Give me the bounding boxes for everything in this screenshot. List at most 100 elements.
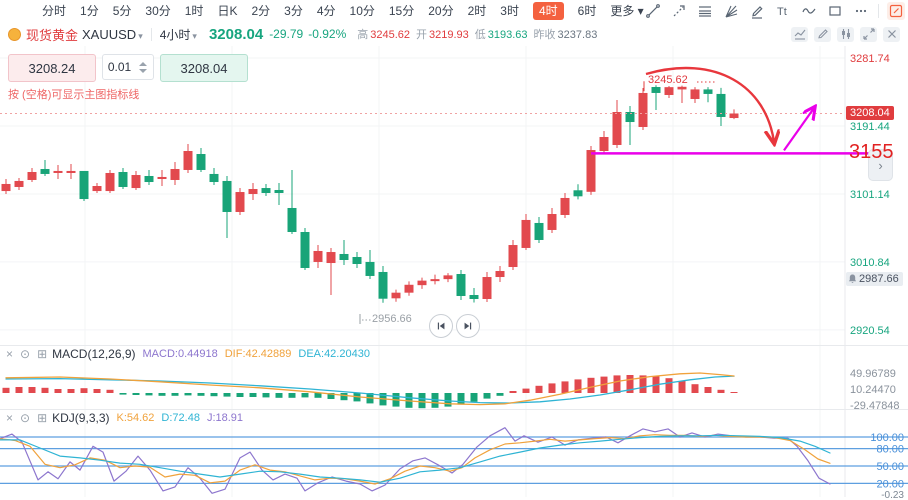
compare-candles-icon[interactable] [837,26,854,42]
gold-coin-icon [8,27,21,41]
add-indicator-icon[interactable]: ⊞ [37,411,48,425]
current-price-badge: 3208.04 [846,106,894,120]
stepper-arrows [136,61,153,73]
macd-header: × ⊙ ⊞ MACD(12,26,9) MACD:0.44918 DIF:42.… [6,347,370,361]
tab-15分[interactable]: 15分 [388,4,415,18]
tab-日K[interactable]: 日K [217,4,238,18]
dif-value: DIF:42.42889 [224,348,292,360]
kdj-title: KDJ(9,3,3) [52,411,110,425]
last-price: 3208.04 [208,25,264,43]
quantity-stepper[interactable]: 0.01 [102,54,154,80]
swing-low-label: 2956.66 [372,313,412,325]
close-icon[interactable]: × [6,347,14,361]
tab-3分[interactable]: 3分 [284,4,303,18]
stat-prev-close: 昨收 3237.83 [533,29,598,41]
macd-value: MACD:0.44918 [142,348,218,360]
price-change-pct: -0.92% [308,27,347,41]
buy-price-button[interactable]: 3208.04 [160,54,248,82]
tab-2分[interactable]: 2分 [251,4,271,18]
svg-text:Tt: Tt [777,6,787,18]
panel-collapse-handle[interactable]: › [868,149,893,181]
skip-start-icon [437,322,445,330]
tab-6时[interactable]: 6时 [577,4,597,18]
tab-20分[interactable]: 20分 [428,4,454,18]
trendline-price-label: 3155 [849,141,894,163]
svg-text:3010.84: 3010.84 [850,257,890,269]
interval-selector[interactable]: 4小时 ▾ [159,27,197,42]
svg-text:-0.23: -0.23 [881,490,904,500]
tab-1时[interactable]: 1时 [184,4,204,18]
macd-title: MACD(12,26,9) [52,347,136,361]
tab-1分[interactable]: 1分 [80,4,99,18]
divider [150,27,152,41]
dea-value: DEA:42.20430 [298,348,370,360]
edit-pencil-icon[interactable] [814,26,831,42]
edit-drawing-icon[interactable] [886,2,905,20]
close-icon[interactable] [883,26,900,42]
tab-5分[interactable]: 5分 [112,4,132,18]
j-value: J:18.91 [206,412,244,424]
wave-icon[interactable] [800,2,818,20]
svg-text:3281.74: 3281.74 [850,53,890,65]
tab-4分[interactable]: 4分 [316,4,336,18]
k-value: K:54.62 [116,412,155,424]
replay-start-button[interactable] [429,314,453,338]
svg-text:-29.47848: -29.47848 [850,400,900,412]
stat-low: 低 3193.63 [474,29,528,41]
tab-4时[interactable]: 4时 [532,2,564,20]
step-up-icon[interactable] [139,61,147,66]
tab-more[interactable]: 更多 ▾ [610,4,644,18]
replay-end-button[interactable] [456,314,480,338]
tab-30分[interactable]: 30分 [145,4,171,18]
brush-icon[interactable] [748,2,766,20]
rectangle-tool-icon[interactable] [826,2,844,20]
svg-text:50.00: 50.00 [876,461,904,473]
bell-icon [848,274,857,284]
svg-text:20.00: 20.00 [876,478,904,490]
sell-price-button[interactable]: 3208.24 [8,54,96,82]
stat-open: 开 3219.93 [416,29,469,41]
chevron-right-icon: › [878,157,883,173]
fullscreen-icon[interactable] [860,26,877,42]
kdj-header: × ⊙ ⊞ KDJ(9,3,3) K:54.62 D:72.48 J:18.91 [6,411,243,425]
add-indicator-icon[interactable]: ⊞ [37,347,48,361]
svg-text:3191.44: 3191.44 [850,121,890,133]
symbol-bar: 现货黄金 XAUUSD ▾ 4小时 ▾ 3208.04 -29.79 -0.92% … [0,22,908,46]
tab-3时[interactable]: 3时 [500,4,519,18]
fib-retracement-icon[interactable] [696,2,714,20]
more-tools-icon[interactable] [852,2,870,20]
d-value: D:72.48 [161,412,200,424]
timeframe-tabs: 分时 1分 5分 30分 1时 日K 2分 3分 4分 10分 15分 20分 2时 3时 4时 6时 更多 ▾ [42,2,644,20]
text-tool-icon[interactable]: Tt [774,2,792,20]
svg-text:10.24470: 10.24470 [850,384,896,396]
timeframe-toolbar: 分时 1分 5分 30分 1时 日K 2分 3分 4分 10分 15分 20分 2时 3时 4时 6时 更多 ▾… [0,0,908,23]
tab-2时[interactable]: 2时 [467,4,487,18]
indicator-style-icon[interactable] [791,26,808,42]
drawing-toolbar: Tt [644,2,908,20]
settings-icon[interactable]: ⊙ [20,411,31,425]
price-alert-badge: 2987.66 [846,272,903,286]
svg-text:100.00: 100.00 [870,432,904,444]
toolbar-divider [877,4,879,18]
chevron-down-icon: ▾ [192,30,197,41]
keyboard-hint: 按 (空格)可显示主图指标线 [8,89,140,101]
svg-text:80.00: 80.00 [876,444,904,456]
trade-panel: 3208.24 0.01 3208.04 [8,54,248,82]
trend-line-icon[interactable] [644,2,662,20]
svg-text:3101.14: 3101.14 [850,189,890,201]
chevron-down-icon: ▾ [138,30,143,41]
step-down-icon[interactable] [139,68,147,73]
close-icon[interactable]: × [6,411,14,425]
tab-分时[interactable]: 分时 [42,4,67,18]
settings-icon[interactable]: ⊙ [20,347,31,361]
symbol-name: 现货黄金 [26,27,79,43]
tab-10分[interactable]: 10分 [349,4,375,18]
arrow-line-icon[interactable] [670,2,688,20]
chart-window-controls [791,26,900,42]
symbol-selector[interactable]: XAUUSD ▾ [82,26,143,42]
skip-end-icon [464,322,472,330]
gann-fan-icon[interactable] [722,2,740,20]
stat-high: 高 3245.62 [357,29,411,41]
step-value: 0.01 [107,60,132,74]
